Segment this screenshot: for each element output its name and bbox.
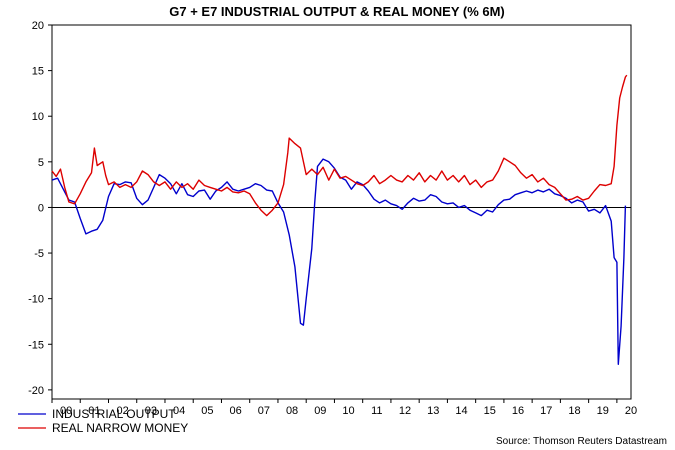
- y-tick-label: 15: [32, 66, 44, 78]
- x-tick-label: 14: [455, 405, 467, 417]
- legend-label-real-narrow-money: REAL NARROW MONEY: [52, 421, 188, 435]
- x-axis: 00 01 02 03 04 05 06 07 08 09 10 11 12 13 14 15 16 17 18 19…: [51, 399, 637, 417]
- x-tick-label: 16: [512, 405, 524, 417]
- y-tick-label: 5: [38, 157, 44, 169]
- x-tick-label: 08: [286, 405, 298, 417]
- source-note: Source: Thomson Reuters Datastream: [496, 436, 667, 447]
- x-tick-label: 13: [427, 405, 439, 417]
- x-tick-label: 05: [201, 405, 213, 417]
- y-axis: 20 15 10 5 0 -5 -10 -15 -20: [28, 20, 52, 397]
- x-tick-label: 11: [371, 405, 382, 417]
- y-tick-label: -20: [28, 385, 44, 397]
- x-tick-label: 17: [540, 405, 552, 417]
- series-layer: [51, 74, 628, 365]
- x-tick-label: 18: [568, 405, 580, 417]
- x-tick-label: 07: [258, 405, 270, 417]
- y-tick-label: 20: [32, 20, 44, 32]
- x-tick-label: 19: [597, 405, 609, 417]
- x-tick-label: 00: [60, 405, 72, 417]
- series-line-industrial-output: [51, 158, 627, 365]
- y-tick-label: 0: [38, 202, 44, 214]
- x-tick-label: 01: [88, 405, 100, 417]
- x-tick-label: 09: [314, 405, 326, 417]
- legend: INDUSTRIAL OUTPUT REAL NARROW MONEY: [18, 407, 188, 435]
- x-tick-label: 03: [145, 405, 157, 417]
- chart-title: G7 + E7 INDUSTRIAL OUTPUT & REAL MONEY (…: [169, 4, 505, 19]
- x-tick-label: 20: [625, 405, 637, 417]
- plot-frame: [51, 24, 632, 400]
- x-tick-label: 04: [173, 405, 185, 417]
- y-tick-label: -5: [34, 248, 44, 260]
- y-tick-label: -10: [28, 294, 44, 306]
- series-line-real-narrow-money: [51, 74, 628, 217]
- y-tick-label: -15: [28, 339, 44, 351]
- x-tick-label: 06: [229, 405, 241, 417]
- y-tick-label: 10: [32, 111, 44, 123]
- x-tick-label: 15: [484, 405, 496, 417]
- legend-label-industrial-output: INDUSTRIAL OUTPUT: [52, 407, 176, 421]
- x-tick-label: 12: [399, 405, 411, 417]
- x-tick-label: 02: [116, 405, 128, 417]
- x-tick-label: 10: [342, 405, 354, 417]
